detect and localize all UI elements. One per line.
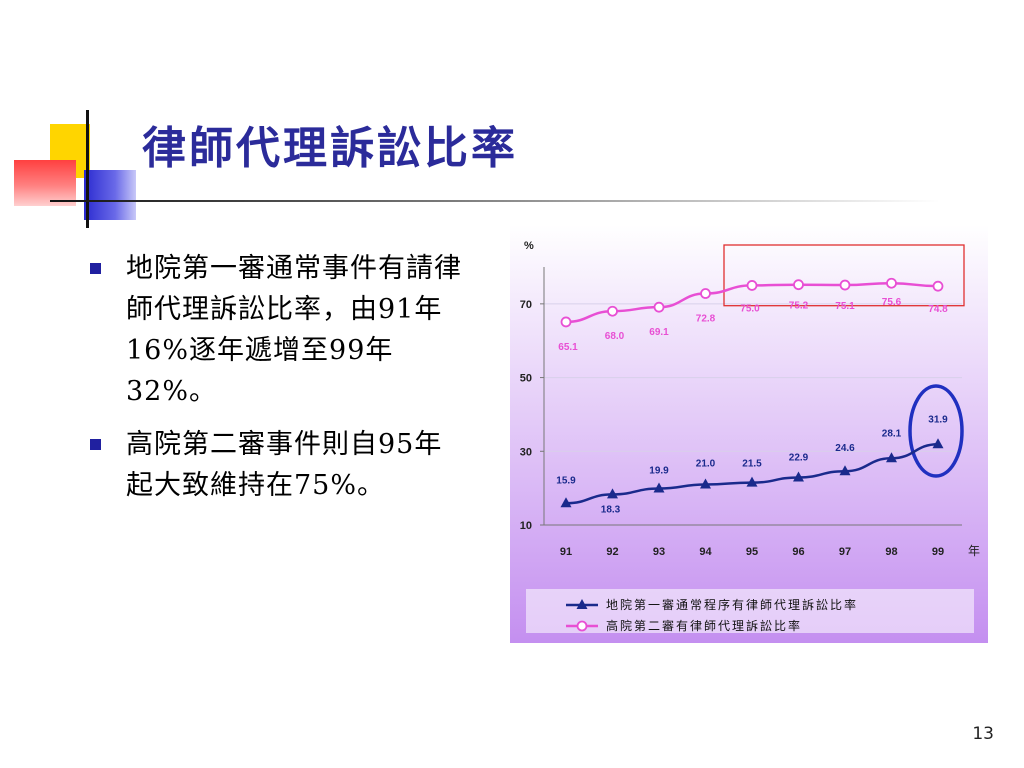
data-label: 75.6	[882, 297, 902, 308]
bullet-text: 地院第一審通常事件有請律師代理訴訟比率，由91年16%逐年遞增至99年32%。	[126, 253, 462, 407]
data-point	[886, 277, 897, 289]
x-tick-label: 91	[560, 546, 572, 558]
data-label: 24.6	[835, 443, 855, 454]
data-point	[793, 471, 804, 482]
legend-swatch-marker	[576, 599, 588, 609]
x-tick-label: 93	[653, 546, 665, 558]
data-point	[653, 482, 665, 493]
data-label: 21.0	[696, 458, 716, 469]
data-label: 65.1	[558, 342, 578, 353]
data-label: 19.9	[649, 466, 669, 477]
data-point	[932, 438, 944, 449]
x-tick-label: 96	[792, 546, 804, 558]
data-label: 18.3	[601, 504, 621, 515]
x-tick-label: 95	[746, 546, 758, 558]
data-label: 72.8	[696, 314, 716, 325]
line-chart: 10 30 50 70% 91 92 93 94 95 96 97 98 99 年 15.9 18.3 19.…	[510, 225, 988, 643]
x-tick-label: 98	[885, 546, 897, 558]
title-underline	[50, 200, 940, 202]
y-tick-label: 30	[520, 446, 532, 458]
y-axis-title: %	[524, 240, 534, 252]
data-label: 21.5	[742, 459, 762, 470]
decor-red-square	[14, 160, 76, 206]
series: 15.9 18.3 19.9 21.0 21.5 22.9 24.6 28.1 31.9 65.1…	[556, 277, 948, 515]
x-tick-label: 99	[932, 546, 944, 558]
bullet-text: 高院第二審事件則自95年起大致維持在75%。	[126, 429, 443, 501]
bullet-square-icon	[90, 439, 101, 450]
data-point	[746, 280, 758, 291]
data-point	[839, 465, 851, 476]
data-label: 68.0	[605, 331, 625, 342]
data-label: 69.1	[649, 327, 669, 338]
decor-blue-square	[84, 170, 136, 220]
x-tick-label: 92	[606, 546, 618, 558]
page-number: 13	[972, 724, 994, 744]
legend-swatch-marker	[576, 620, 588, 632]
x-tick-label: 97	[839, 546, 851, 558]
legend-label: 地院第一審通常程序有律師代理訴訟比率	[606, 597, 858, 612]
data-point	[560, 316, 572, 328]
legend-box	[526, 589, 974, 633]
data-label: 75.2	[789, 301, 809, 312]
data-point	[839, 279, 851, 291]
data-label: 75.1	[835, 301, 855, 312]
highlights	[723, 244, 965, 478]
slide-title: 律師代理訴訟比率	[142, 123, 518, 174]
data-point	[700, 478, 711, 489]
data-point	[793, 279, 804, 291]
data-label: 28.1	[882, 428, 902, 439]
chart-svg: 10 30 50 70% 91 92 93 94 95 96 97 98 99 年 15.9 18.3 19.…	[510, 225, 988, 643]
data-label: 31.9	[928, 414, 948, 425]
highlight-box	[723, 244, 965, 307]
x-axis-title: 年	[968, 544, 980, 558]
x-tick-label: 94	[699, 546, 712, 558]
data-point	[560, 497, 572, 508]
data-label: 75.0	[740, 303, 760, 314]
bullet-item: 地院第一審通常事件有請律師代理訴訟比率，由91年16%逐年遞增至99年32%。	[90, 248, 470, 412]
highlight-circle	[908, 384, 964, 478]
data-label: 74.8	[928, 304, 948, 315]
data-label: 15.9	[556, 475, 576, 486]
bullet-list: 地院第一審通常事件有請律師代理訴訟比率，由91年16%逐年遞增至99年32%。 …	[90, 248, 470, 518]
data-point	[746, 476, 758, 487]
y-tick-label: 70	[520, 299, 532, 311]
data-point	[607, 488, 618, 499]
decor-vertical-line	[86, 110, 89, 228]
data-point	[932, 280, 944, 292]
data-point	[653, 301, 665, 313]
data-point	[700, 288, 711, 299]
y-tick-label: 10	[520, 520, 532, 532]
bullet-square-icon	[90, 263, 101, 274]
data-label: 22.9	[789, 452, 809, 463]
bullet-item: 高院第二審事件則自95年起大致維持在75%。	[90, 424, 470, 506]
y-tick-label: 50	[520, 373, 532, 385]
legend-label: 高院第二審有律師代理訴訟比率	[606, 618, 802, 633]
data-point	[886, 452, 897, 463]
data-point	[607, 305, 618, 317]
axes: 10 30 50 70% 91 92 93 94 95 96 97 98 99 年	[520, 240, 980, 558]
